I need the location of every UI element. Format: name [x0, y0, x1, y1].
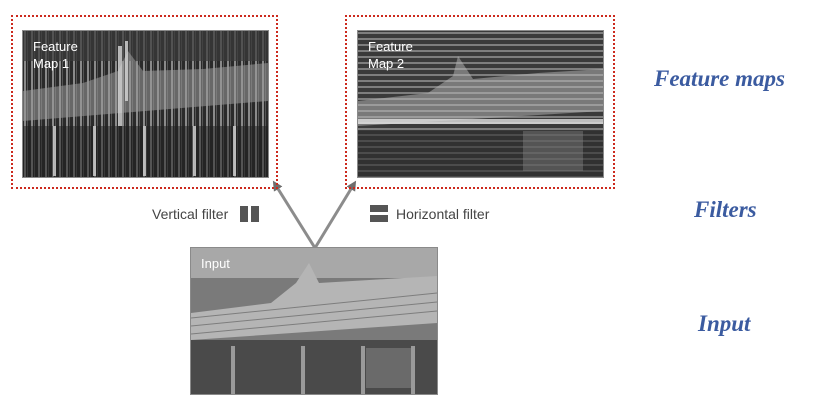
vertical-filter-icon [240, 206, 259, 222]
feature-map-2-image: Feature Map 2 [357, 30, 604, 178]
input-image: Input [190, 247, 438, 395]
feature-maps-heading: Feature maps [654, 66, 785, 91]
input-label: Input [201, 256, 230, 271]
feature-map-2-label: Feature Map 2 [368, 39, 413, 71]
input-heading: Input [698, 311, 751, 336]
feature-map-1-label: Feature Map 1 [33, 39, 78, 71]
filters-heading: Filters [694, 197, 757, 222]
feature-map-1-image: Feature Map 1 [22, 30, 269, 178]
horizontal-filter-icon [370, 205, 388, 222]
arrow-to-feature-map-2 [313, 180, 357, 249]
vertical-filter-label: Vertical filter [152, 206, 229, 222]
horizontal-filter-label: Horizontal filter [396, 206, 490, 222]
arrow-to-feature-map-1 [272, 180, 317, 249]
feature-map-2-frame [345, 15, 615, 189]
feature-map-1-frame [11, 15, 278, 189]
